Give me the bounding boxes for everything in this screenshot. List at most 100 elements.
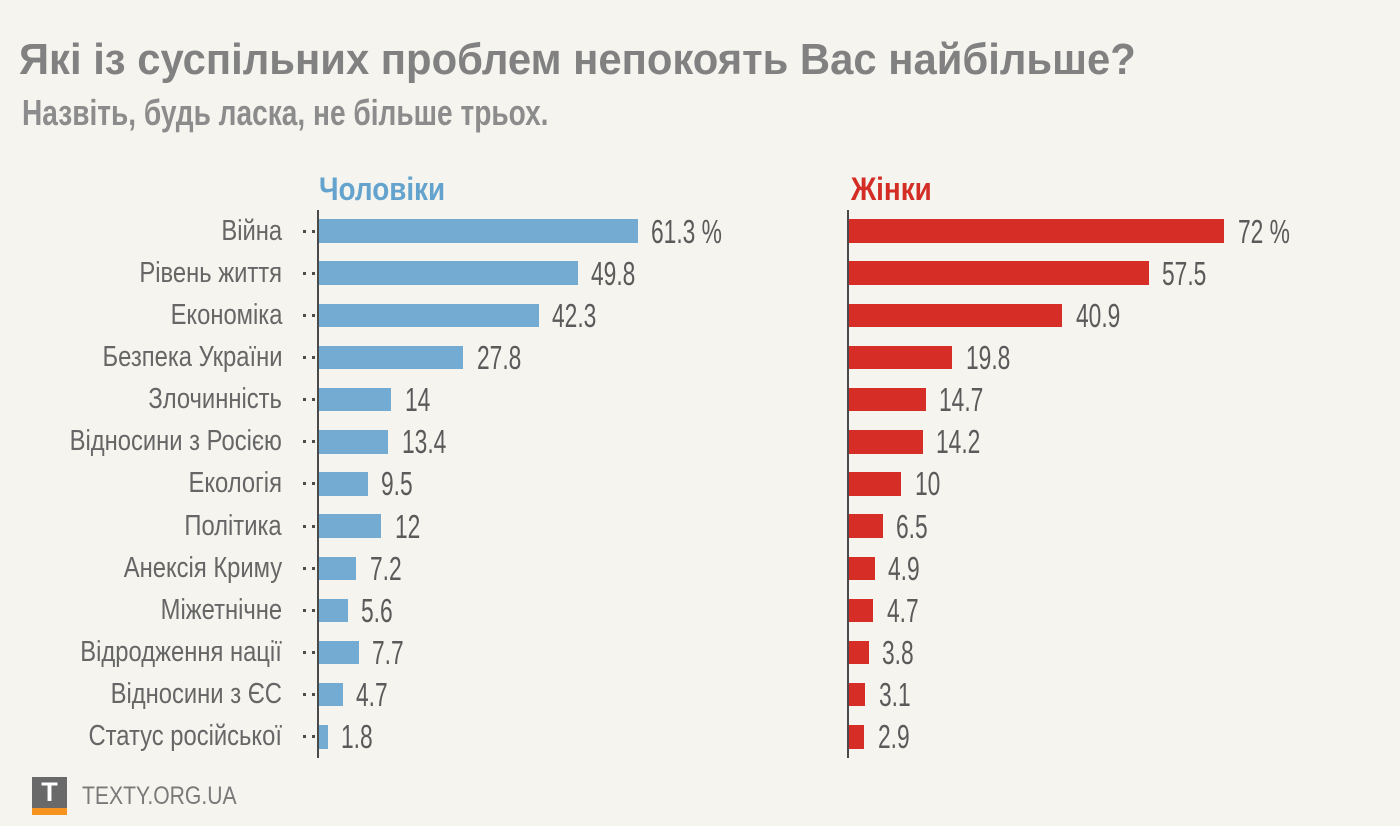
women-value-label: 19.8	[965, 339, 1010, 377]
leader-dot	[311, 524, 315, 528]
texty-logo-letter: T	[41, 777, 58, 807]
women-value-label: 4.9	[888, 549, 920, 587]
leader-dot	[302, 524, 306, 528]
men-value-label: 42.3	[552, 296, 597, 334]
women-value-label: 40.9	[1075, 296, 1120, 334]
category-label: Міжетнічне	[160, 593, 282, 626]
women-bar	[849, 682, 866, 707]
men-bar	[318, 219, 638, 243]
category-label: Економіка	[170, 298, 282, 331]
men-value-label: 61.3 %	[651, 212, 723, 250]
leader-dot	[311, 566, 315, 570]
men-value-label: 5.6	[361, 591, 393, 629]
footer-brand-text: TEXTY.ORG.UA	[82, 782, 237, 810]
leader-dot	[302, 440, 306, 444]
leader-dot	[302, 356, 306, 360]
women-value-label: 14.2	[936, 423, 981, 461]
leader-dot	[311, 482, 315, 486]
women-bar	[849, 640, 869, 665]
leader-dot	[311, 440, 315, 444]
men-bar	[318, 640, 359, 665]
men-value-label: 7.2	[369, 549, 402, 587]
category-label: Безпека України	[102, 341, 282, 373]
category-label: Анексія Криму	[123, 551, 282, 584]
category-label: Відродження нації	[80, 636, 282, 669]
women-value-label: 57.5	[1162, 254, 1207, 292]
women-bar	[849, 303, 1063, 328]
women-value-label: 2.9	[877, 718, 910, 756]
men-value-label: 12	[394, 507, 420, 545]
leader-dot	[311, 313, 315, 317]
texty-logo-square: T	[32, 777, 67, 808]
men-value-label: 49.8	[591, 254, 636, 292]
women-bar	[849, 598, 874, 623]
men-bar	[318, 514, 382, 538]
leader-dot	[302, 735, 306, 739]
men-bar	[318, 682, 343, 707]
women-bar	[849, 387, 926, 412]
men-bar	[318, 598, 348, 623]
category-label: Війна	[221, 214, 282, 247]
leader-dot	[302, 229, 306, 233]
men-value-label: 27.8	[476, 339, 522, 377]
texty-logo: T	[32, 777, 67, 815]
men-value-label: 13.4	[401, 423, 447, 461]
leader-dot	[302, 482, 306, 486]
leader-dot	[311, 693, 315, 697]
women-bar	[849, 725, 865, 749]
women-value-label: 3.1	[878, 676, 911, 714]
category-label: Відносини з Росією	[69, 425, 282, 458]
category-label: Статус російської	[88, 720, 282, 753]
leader-dot	[311, 735, 315, 739]
texty-logo-underline-icon	[32, 808, 67, 815]
category-label: Злочинність	[148, 383, 282, 416]
women-value-label: 14.7	[939, 381, 984, 419]
leader-dot	[302, 398, 306, 402]
women-series-header: Жінки	[851, 170, 932, 207]
leader-dot	[311, 398, 315, 402]
category-label: Відносини з ЄС	[110, 678, 282, 711]
women-value-label: 10	[914, 465, 940, 503]
men-value-label: 1.8	[341, 718, 374, 756]
leader-dot	[302, 693, 306, 697]
women-bar	[849, 345, 953, 370]
category-label: Рівень життя	[139, 256, 282, 289]
men-value-label: 7.7	[372, 634, 404, 672]
men-bar	[318, 303, 539, 328]
category-label: Екологія	[188, 467, 282, 500]
women-bar	[849, 219, 1225, 243]
men-bar	[318, 261, 578, 285]
men-bar	[318, 556, 356, 581]
leader-dot	[302, 271, 306, 275]
women-value-label: 72 %	[1237, 212, 1290, 250]
men-value-label: 9.5	[381, 465, 414, 503]
chart-title: Які із суспільних проблем непокоять Вас …	[19, 35, 1136, 84]
men-bar	[318, 345, 464, 370]
women-value-label: 3.8	[882, 634, 914, 672]
leader-dot	[311, 651, 315, 655]
women-bar	[849, 556, 875, 581]
men-value-label: 4.7	[356, 676, 389, 714]
leader-dot	[311, 271, 315, 275]
leader-dot	[311, 229, 315, 233]
women-bar	[849, 514, 883, 538]
women-bar	[849, 430, 923, 454]
category-label: Політика	[184, 509, 282, 542]
women-bar	[849, 472, 902, 496]
women-bar	[849, 261, 1149, 285]
leader-dot	[311, 608, 315, 612]
men-bar	[318, 725, 328, 749]
women-value-label: 6.5	[896, 507, 929, 545]
leader-dot	[302, 566, 306, 570]
chart-subtitle: Назвіть, будь ласка, не більше трьох.	[22, 92, 549, 133]
men-bar	[318, 472, 368, 496]
leader-dot	[302, 608, 306, 612]
women-value-label: 4.7	[886, 591, 919, 629]
leader-dot	[311, 356, 315, 360]
leader-dot	[302, 651, 306, 655]
men-bar	[318, 430, 389, 454]
leader-dot	[302, 313, 306, 317]
men-series-header: Чоловіки	[319, 170, 446, 207]
